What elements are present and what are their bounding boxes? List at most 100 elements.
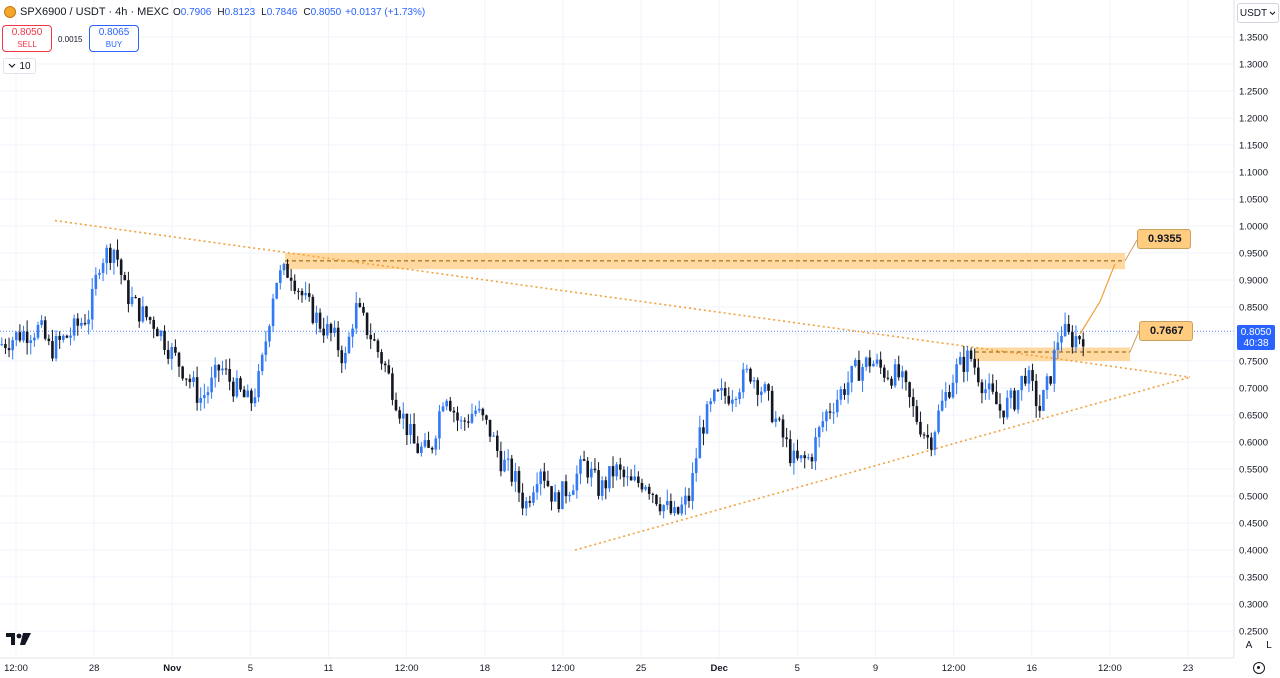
open-value: 0.7906 <box>180 6 212 18</box>
projected-move-line <box>1079 263 1116 335</box>
candle-up <box>434 438 438 450</box>
candle-up <box>401 413 405 419</box>
candle-up <box>901 371 904 378</box>
candle-up <box>532 492 535 503</box>
candle-up <box>351 328 354 337</box>
candle-down <box>1024 375 1027 384</box>
candle-down <box>109 247 112 263</box>
y-tick-label: 0.7000 <box>1239 384 1268 395</box>
candle-down <box>781 419 785 438</box>
change-value: +0.0137 (+1.73%) <box>345 6 426 18</box>
y-tick-label: 1.1000 <box>1239 168 1268 179</box>
x-tick-label: Nov <box>163 663 182 674</box>
candle-down <box>767 384 770 391</box>
y-tick-label: 1.0000 <box>1239 222 1268 233</box>
candle-up <box>326 324 329 336</box>
y-tick-label: 1.2000 <box>1239 114 1268 125</box>
high-value: 0.8123 <box>224 6 256 18</box>
currency-selector[interactable]: USDT <box>1237 3 1279 23</box>
candle-down <box>456 412 459 421</box>
candle-up <box>470 413 474 423</box>
candle-down <box>195 377 199 403</box>
candle-up <box>36 324 40 338</box>
candle-down <box>778 418 781 420</box>
candle-up <box>734 399 738 401</box>
y-tick-label: 1.0500 <box>1239 195 1268 206</box>
candle-down <box>145 306 148 318</box>
candle-down <box>311 296 315 323</box>
coin-logo-icon <box>4 6 16 18</box>
candle-down <box>716 390 720 392</box>
candle-down <box>177 352 181 367</box>
candle-up <box>835 399 839 413</box>
candle-down <box>184 378 188 380</box>
candle-up <box>441 406 445 412</box>
candle-down <box>770 390 774 422</box>
tradingview-logo-icon[interactable] <box>6 632 32 646</box>
candle-down <box>329 324 333 333</box>
support-price-tag[interactable]: 0.7667 <box>1139 321 1193 341</box>
interval-toggle[interactable]: 10 <box>3 58 36 74</box>
x-tick-label: 12:00 <box>551 663 575 674</box>
log-scale-button[interactable]: L <box>1266 639 1272 651</box>
candle-up <box>459 420 463 422</box>
candle-down <box>828 411 832 413</box>
chevron-down-icon <box>9 63 16 68</box>
candle-down <box>336 327 340 351</box>
low-label: L <box>261 6 267 18</box>
candle-up <box>854 360 857 367</box>
candle-up <box>590 468 593 478</box>
resistance-price-tag[interactable]: 0.9355 <box>1137 229 1191 249</box>
candle-down <box>1013 390 1016 410</box>
candle-up <box>987 383 991 390</box>
candle-up <box>1063 323 1067 337</box>
candle-down <box>948 391 951 398</box>
candle-down <box>803 455 807 459</box>
candle-up <box>539 471 542 485</box>
candle-up <box>958 356 962 365</box>
candle-up <box>626 476 629 478</box>
candle-down <box>174 346 177 353</box>
price-axis[interactable]: 1.3500 1.3000 1.2500 1.2000 1.1500 1.1000 1.05… <box>1239 33 1268 638</box>
ascending-trendline <box>574 376 1191 551</box>
candle-down <box>557 492 561 510</box>
candle-up <box>170 346 174 359</box>
candle-up <box>477 408 481 411</box>
candle-down <box>727 395 731 404</box>
candle-up <box>203 395 206 399</box>
candle-down <box>582 459 586 461</box>
candle-down <box>929 437 933 450</box>
candle-down <box>637 476 640 483</box>
candle-down <box>1031 370 1034 381</box>
candle-down <box>882 367 886 378</box>
candle-up <box>275 282 278 299</box>
settings-icon[interactable] <box>1253 662 1265 674</box>
candle-up <box>347 336 351 353</box>
spread-value: 0.0015 <box>58 35 83 44</box>
candle-up <box>705 404 709 434</box>
candle-up <box>799 455 803 459</box>
buy-button[interactable]: 0.8065 BUY <box>89 25 139 52</box>
candle-up <box>94 274 98 290</box>
candle-up <box>944 391 948 401</box>
candle-up <box>825 411 828 422</box>
candle-down <box>810 457 814 462</box>
trendlines <box>54 219 1191 551</box>
candle-down <box>796 450 799 459</box>
candle-down <box>134 296 137 299</box>
symbol-title[interactable]: SPX6900 / USDT · 4h · MEXC <box>20 6 169 18</box>
candle-down <box>543 471 546 481</box>
sell-button[interactable]: 0.8050 SELL <box>2 25 52 52</box>
candle-down <box>1002 410 1005 418</box>
y-tick-label: 1.3500 <box>1239 33 1268 44</box>
candle-up <box>694 458 698 474</box>
candle-up <box>304 293 307 296</box>
candle-down <box>387 365 391 374</box>
auto-scale-button[interactable]: A <box>1245 639 1253 651</box>
candle-up <box>130 296 134 305</box>
candle-down <box>640 482 644 490</box>
candle-up <box>575 473 579 491</box>
candle-down <box>1049 376 1052 384</box>
time-axis[interactable]: 12:00 28 Nov 5 11 12:00 18 12:00 25 Dec 5 9 12:00 16 1… <box>4 663 1193 674</box>
